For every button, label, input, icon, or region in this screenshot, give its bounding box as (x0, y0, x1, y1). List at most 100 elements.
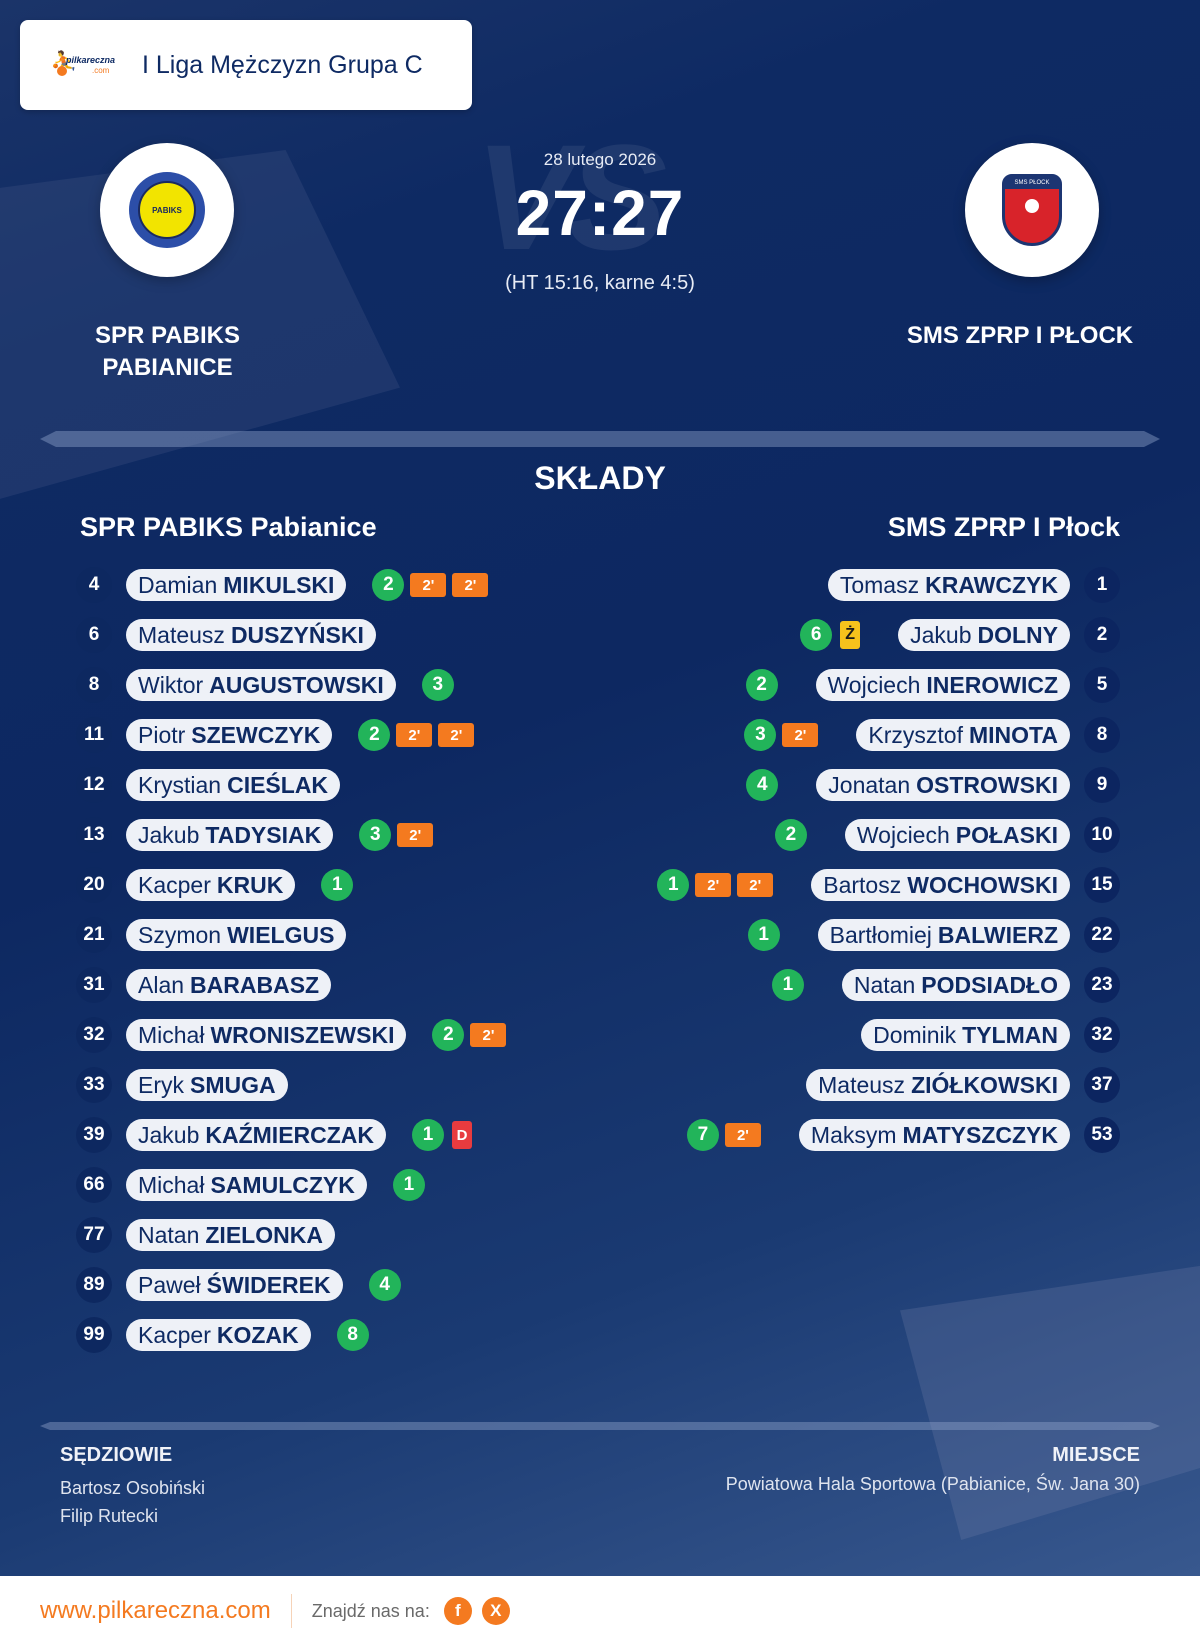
player-row: Mateusz ZIÓŁKOWSKI 37 (657, 1060, 1120, 1110)
disqualification-card-icon: D (452, 1121, 473, 1149)
last-name: SAMULCZYK (210, 1171, 355, 1198)
player-row: 1 Natan PODSIADŁO 23 (657, 960, 1120, 1010)
goals-badge: 2 (745, 669, 778, 701)
player-events: 1 (771, 969, 804, 1001)
shirt-number: 22 (1084, 917, 1120, 953)
player-row: 1 Bartłomiej BALWIERZ 22 (657, 910, 1120, 960)
two-minute-suspension-icon: 2' (695, 873, 732, 897)
referee-name: Filip Rutecki (60, 1506, 159, 1526)
goals-badge: 8 (336, 1319, 369, 1351)
player-events: 4 (746, 769, 779, 801)
goals-badge: 1 (771, 969, 804, 1001)
shirt-number: 8 (76, 667, 112, 703)
first-name: Jakub (910, 621, 972, 648)
first-name: Mateusz (138, 621, 225, 648)
last-name: CIEŚLAK (227, 771, 329, 798)
player-row: Tomasz KRAWCZYK 1 (657, 560, 1120, 610)
player-events: 8 (336, 1319, 369, 1351)
player-row: 3 2' Krzysztof MINOTA 8 (657, 710, 1120, 760)
shirt-number: 9 (1084, 767, 1120, 803)
first-name: Piotr (138, 721, 186, 748)
shirt-number: 4 (76, 567, 112, 603)
player-events: 3 2' (744, 719, 819, 751)
referees-heading: SĘDZIOWIE (60, 1444, 173, 1466)
goals-badge: 1 (392, 1169, 425, 1201)
away-lineup-heading: SMS ZPRP I Płock (887, 512, 1120, 542)
first-name: Szymon (138, 921, 222, 948)
league-header-card: ⛹ pilkareczna .com I Liga Mężczyzn Grupa… (20, 20, 472, 110)
last-name: BARABASZ (190, 971, 320, 998)
away-team-logo: SMS PŁOCK (965, 143, 1099, 277)
player-name: Dominik TYLMAN (861, 1019, 1070, 1051)
player-row: 6 Mateusz DUSZYŃSKI (76, 610, 506, 660)
player-row: 8 Wiktor AUGUSTOWSKI 3 (76, 660, 506, 710)
first-name: Krystian (138, 771, 222, 798)
x-icon[interactable]: X (481, 1597, 510, 1625)
player-events: 2 (745, 669, 778, 701)
last-name: TADYSIAK (205, 821, 322, 848)
player-name: Wojciech INEROWICZ (815, 669, 1070, 701)
player-events: 1 (321, 869, 354, 901)
decorative-shape (900, 1260, 1200, 1540)
last-name: KAŹMIERCZAK (205, 1121, 375, 1148)
away-team-name: SMS ZPRP I PŁOCK (906, 322, 1134, 349)
league-title: I Liga Mężczyzn Grupa C (142, 50, 423, 79)
goals-badge: 6 (800, 619, 833, 651)
shirt-number: 53 (1084, 1117, 1120, 1153)
first-name: Bartosz (823, 871, 902, 898)
shirt-number: 13 (76, 817, 112, 853)
shirt-number: 77 (76, 1217, 112, 1253)
player-name: Krystian CIEŚLAK (126, 769, 341, 801)
first-name: Michał (138, 1021, 205, 1048)
footer: www.pilkareczna.com Znajdź nas na: f X (0, 1576, 1200, 1646)
home-team-name: SPR PABIKS PABIANICE (95, 322, 240, 381)
last-name: BALWIERZ (937, 921, 1058, 948)
shirt-number: 6 (76, 617, 112, 653)
player-name: Mateusz DUSZYŃSKI (126, 619, 376, 651)
player-row: 20 Kacper KRUK 1 (76, 860, 506, 910)
goals-badge: 2 (432, 1019, 465, 1051)
score-detail: (HT 15:16, karne 4:5) (505, 272, 695, 294)
home-roster: 4 Damian MIKULSKI 2 2' 2' 6 Mateusz DUSZYŃSKI 8 Wi… (76, 560, 507, 1360)
last-name: POŁASKI (955, 821, 1058, 848)
last-name: OSTROWSKI (916, 771, 1058, 798)
player-row: Dominik TYLMAN 32 (657, 1010, 1120, 1060)
goals-badge: 1 (321, 869, 354, 901)
player-name: Mateusz ZIÓŁKOWSKI (806, 1069, 1070, 1101)
shirt-number: 39 (76, 1117, 112, 1153)
player-name: Alan BARABASZ (126, 969, 332, 1001)
player-events: 3 (421, 669, 454, 701)
two-minute-suspension-icon: 2' (470, 1023, 507, 1047)
shirt-number: 33 (76, 1067, 112, 1103)
player-name: Wiktor AUGUSTOWSKI (126, 669, 396, 701)
goals-badge: 1 (747, 919, 780, 951)
player-row: 2 Wojciech POŁASKI 10 (657, 810, 1120, 860)
first-name: Natan (853, 971, 916, 998)
player-row: 6 Ż Jakub DOLNY 2 (657, 610, 1120, 660)
shirt-number: 32 (76, 1017, 112, 1053)
shirt-number: 5 (1084, 667, 1120, 703)
last-name: DOLNY (977, 621, 1059, 648)
player-events: 7 2' (686, 1119, 761, 1151)
goals-badge: 2 (358, 719, 391, 751)
player-name: Paweł ŚWIDEREK (126, 1269, 343, 1301)
shirt-number: 21 (76, 917, 112, 953)
player-name: Damian MIKULSKI (126, 569, 347, 601)
facebook-icon[interactable]: f (443, 1597, 472, 1625)
first-name: Alan (138, 971, 185, 998)
shirt-number: 32 (1084, 1017, 1120, 1053)
shirt-number: 1 (1084, 567, 1120, 603)
two-minute-suspension-icon: 2' (396, 723, 433, 747)
first-name: Kacper (138, 871, 211, 898)
find-us-label: Znajdź nas na: (311, 1600, 430, 1621)
first-name: Jakub (138, 1121, 200, 1148)
first-name: Damian (138, 571, 218, 598)
player-name: Natan ZIELONKA (126, 1219, 335, 1251)
two-minute-suspension-icon: 2' (397, 823, 434, 847)
player-name: Wojciech POŁASKI (844, 819, 1070, 851)
last-name: ZIELONKA (205, 1221, 323, 1248)
player-events: 1 2' 2' (657, 869, 774, 901)
player-name: Jakub TADYSIAK (126, 819, 334, 851)
website-link[interactable]: www.pilkareczna.com (40, 1597, 271, 1624)
